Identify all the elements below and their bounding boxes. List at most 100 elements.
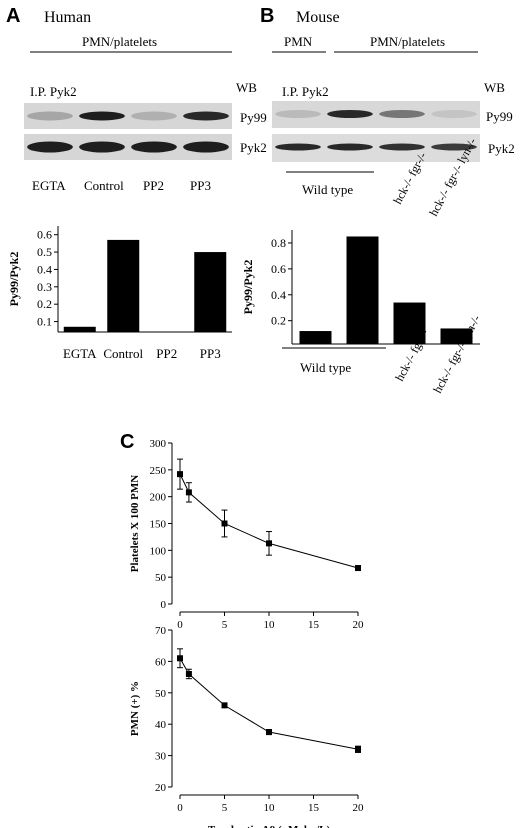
panel-a-chart-ytick-label-3: 0.4 — [37, 262, 52, 276]
panel-c-top-ytick-label-4: 200 — [150, 492, 167, 504]
panel-b-py99-band-3 — [431, 110, 477, 118]
panel-a-py99-label: Py99 — [240, 110, 267, 125]
panel-c-top-xtick-label-4: 20 — [353, 619, 365, 631]
panel-a-lane-pp3: PP3 — [190, 178, 211, 193]
panel-a-chart-bar-0 — [63, 326, 96, 332]
panel-b: B Mouse PMN PMN/platelets I.P. Pyk2 WB P… — [260, 5, 515, 218]
panel-b-pyk2-band-0 — [275, 143, 321, 151]
panel-c-bottom-ytick-label-5: 70 — [155, 625, 167, 637]
panel-a-chart-bar-1 — [107, 239, 140, 332]
panel-a-pyk2-band-3 — [183, 141, 229, 153]
panel-c-top-ytick-label-5: 250 — [150, 465, 167, 477]
panel-c-top-point-1 — [185, 489, 192, 496]
panel-b-chart-bar-2 — [393, 302, 426, 344]
panel-a-ip-label: I.P. Pyk2 — [30, 84, 77, 99]
panel-c-bottom-point-2 — [221, 702, 228, 709]
panel-c-bottom-point-1 — [185, 670, 192, 677]
panel-c-bottom-ytick-label-2: 40 — [155, 719, 167, 731]
panel-c-bottom-line-chart: 20 30 40 50 60 70 0 5 10 15 20 PMN (+) % Tyrphostin … — [129, 625, 364, 828]
panel-c-top-point-2 — [221, 520, 228, 527]
panel-a-lane-egta: EGTA — [32, 178, 66, 193]
panel-a-chart-ytick-label-5: 0.6 — [37, 228, 52, 242]
panel-b-wild-type-label: Wild type — [302, 182, 353, 197]
panel-b-sample-pmn: PMN — [284, 34, 313, 49]
panel-a-pyk2-band-1 — [79, 141, 125, 153]
panel-c-bottom-xtick-label-2: 10 — [264, 802, 276, 814]
panel-a-pyk2-band-0 — [27, 141, 73, 153]
panel-b-py99-label: Py99 — [486, 109, 513, 124]
panel-a-chart-ytick-label-1: 0.2 — [37, 297, 52, 311]
panel-b-pyk2-band-3 — [431, 143, 477, 151]
panel-c-bottom-xlabel: Tyrphostin A9 (µMoles/L) — [208, 824, 331, 828]
panel-b-chart-bar-0 — [299, 331, 332, 344]
panel-a-letter: A — [6, 5, 20, 27]
panel-a-py99-band-2 — [131, 111, 177, 121]
panel-b-chart-wild-type-label: Wild type — [300, 360, 351, 375]
panel-a-lane-pp2: PP2 — [143, 178, 164, 193]
panel-a-chart-ytick-label-4: 0.5 — [37, 245, 52, 259]
panel-b-chart-ytick-label-2: 0.6 — [271, 262, 286, 276]
panel-b-pyk2-label: Pyk2 — [488, 141, 515, 156]
panel-a-sample-label: PMN/platelets — [82, 34, 157, 49]
panel-a-chart-xtick-label-1: Control — [103, 346, 143, 361]
panel-c-letter: C — [120, 431, 134, 453]
panel-a-chart-xtick-label-0: EGTA — [63, 346, 97, 361]
panel-a-pyk2-band-2 — [131, 141, 177, 153]
panel-c-bottom-ytick-label-3: 50 — [155, 688, 167, 700]
panel-c-top-ytick-label-1: 50 — [155, 572, 167, 584]
panel-a-py99-band-3 — [183, 111, 229, 121]
panel-b-bar-chart: 0.2 0.4 0.6 0.8 Py99/Pyk2 — [241, 230, 480, 345]
panel-b-py99-band-1 — [327, 110, 373, 118]
panel-c-bottom-xtick-label-3: 15 — [308, 802, 320, 814]
panel-b-chart-ytick-label-3: 0.8 — [271, 236, 286, 250]
panel-a-py99-band-1 — [79, 111, 125, 121]
panel-b-py99-band-2 — [379, 110, 425, 118]
panel-a: A Human PMN/platelets I.P. Pyk2 WB Py99 … — [6, 5, 267, 193]
panel-c-top-xtick-label-0: 0 — [177, 619, 183, 631]
panel-a-lane-control: Control — [84, 178, 124, 193]
panel-a-chart-ylabel: Py99/Pyk2 — [7, 252, 21, 307]
panel-a-py99-band-0 — [27, 111, 73, 121]
panel-c-bottom-point-4 — [355, 746, 361, 753]
panel-c-top-ytick-label-3: 150 — [150, 519, 167, 531]
panel-a-bar-chart: 0.1 0.2 0.3 0.4 0.5 0.6 Py99/Pyk2 EGTA Control PP… — [7, 226, 232, 361]
panel-c-top-ylabel: Platelets X 100 PMN — [129, 475, 141, 572]
panel-c-bottom-xtick-label-1: 5 — [222, 802, 228, 814]
panel-b-chart-ylabel: Py99/Pyk2 — [241, 260, 255, 315]
panel-a-wb-label: WB — [236, 80, 257, 95]
panel-b-py99-band-0 — [275, 110, 321, 118]
panel-b-sample-pmn-platelets: PMN/platelets — [370, 34, 445, 49]
panel-b-chart-bar-3 — [440, 328, 473, 344]
panel-c-bottom-series-line — [179, 658, 359, 750]
panel-c-top-xtick-label-1: 5 — [222, 619, 228, 631]
panel-b-ip-label: I.P. Pyk2 — [282, 84, 329, 99]
panel-c-top-ytick-label-6: 300 — [150, 438, 167, 450]
panel-b-species: Mouse — [296, 9, 340, 26]
panel-b-chart-ytick-label-1: 0.4 — [271, 288, 286, 302]
panel-c-top-xtick-label-2: 10 — [264, 619, 276, 631]
panel-c-bottom-ytick-label-0: 20 — [155, 782, 167, 794]
panel-c-top-point-4 — [355, 565, 361, 572]
panel-b-pyk2-band-2 — [379, 143, 425, 151]
panel-b-wb-label: WB — [484, 80, 505, 95]
panel-b-chart-genotype-2: hck-/- fgr-/- lyn-/- — [430, 313, 483, 396]
panel-a-chart-xtick-label-3: PP3 — [200, 346, 221, 361]
panel-a-chart-ytick-label-2: 0.3 — [37, 280, 52, 294]
panel-c-top-ytick-label-0: 0 — [161, 599, 167, 611]
panel-c-top-point-3 — [266, 540, 272, 547]
panel-c-bottom-xtick-label-0: 0 — [177, 802, 183, 814]
panel-c-top-ytick-label-2: 100 — [150, 545, 167, 557]
panel-b-chart-ytick-label-0: 0.2 — [271, 314, 286, 328]
panel-c-bottom-point-0 — [177, 655, 183, 662]
panel-a-chart-ytick-label-0: 0.1 — [37, 315, 52, 329]
panel-c-bottom-xtick-label-4: 20 — [353, 802, 365, 814]
panel-c-top-point-0 — [177, 471, 183, 478]
panel-a-species: Human — [44, 9, 91, 26]
panel-a-chart-bar-3 — [194, 252, 227, 332]
panel-b-chart-bar-1 — [346, 236, 379, 344]
panel-c-top-line-chart: 0 50 100 150 200 250 300 0 5 10 15 20 Platelets X 10… — [129, 438, 364, 631]
panel-a-chart-xtick-label-2: PP2 — [156, 346, 177, 361]
panel-b-pyk2-band-1 — [327, 143, 373, 151]
panel-c-bottom-ytick-label-4: 60 — [155, 656, 167, 668]
